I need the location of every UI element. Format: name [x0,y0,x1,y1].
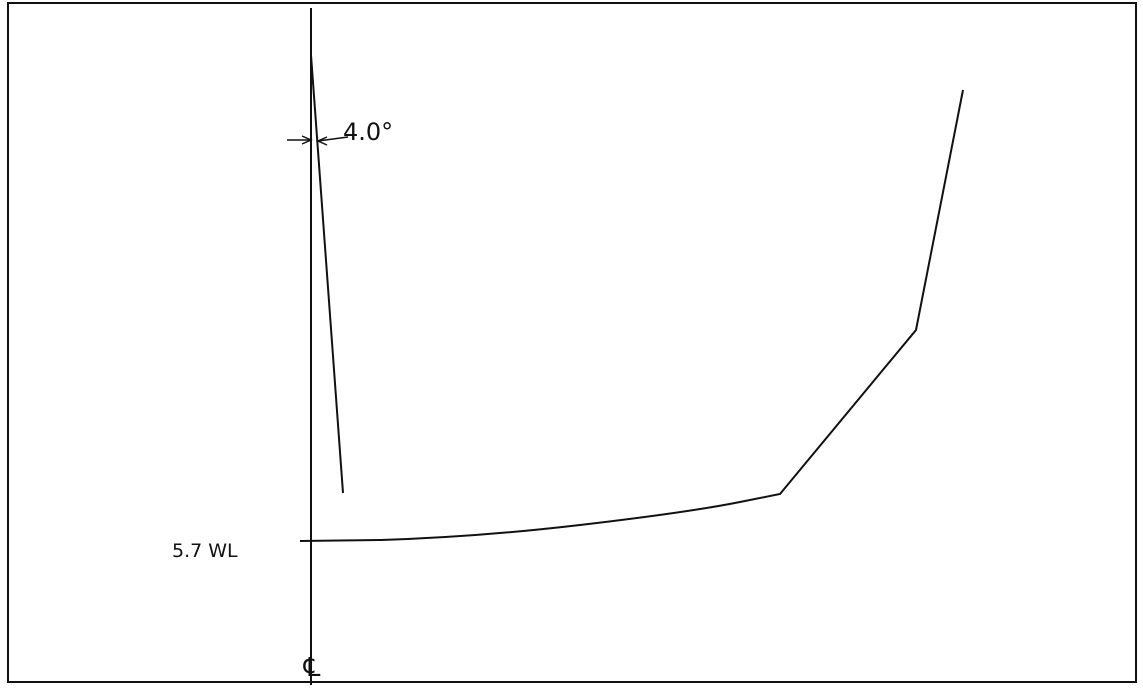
slanted-line [310,54,344,494]
angle-dimension [287,135,349,146]
centerline-label: ℄ [303,653,321,683]
hull-curve [299,89,964,542]
waterline-label: 5.7 WL [172,540,238,562]
angle-label: 4.0° [343,118,393,146]
frame [7,2,1137,683]
